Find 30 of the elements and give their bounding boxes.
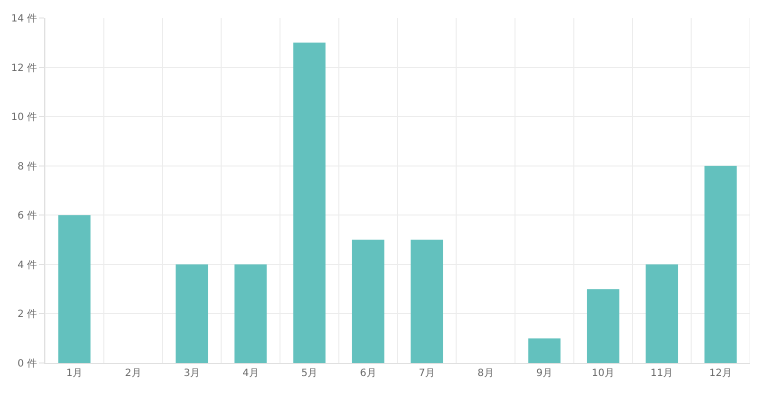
x-tick-label: 6月 (360, 368, 376, 379)
y-tick-label: 14 件 (11, 14, 37, 24)
x-tick-label: 1月 (66, 368, 83, 379)
y-tick-label: 6 件 (17, 210, 37, 222)
bar (528, 338, 561, 363)
x-tick-label: 11月 (650, 368, 674, 379)
bar (586, 289, 620, 363)
x-tick-label: 5月 (301, 368, 318, 379)
x-tick-label: 9月 (536, 368, 553, 379)
x-tick-label: 4月 (242, 368, 259, 379)
bar (293, 42, 326, 363)
y-tick-label: 4 件 (17, 260, 37, 271)
x-tick-label: 12月 (709, 368, 732, 379)
x-tick-label: 10月 (592, 368, 614, 379)
bar (352, 240, 384, 363)
bar (58, 215, 91, 363)
x-tick-label: 8月 (477, 368, 494, 379)
x-tick-label: 2月 (124, 368, 142, 379)
x-tick-label: 7月 (418, 368, 436, 379)
y-tick-label: 0 件 (17, 358, 37, 370)
bar (646, 264, 678, 363)
bar (704, 166, 737, 363)
bar (176, 264, 208, 363)
y-tick-label: 10 件 (11, 112, 37, 124)
y-tick-label: 2 件 (17, 309, 37, 320)
x-tick-label: 3月 (184, 368, 200, 379)
bar (234, 264, 267, 363)
bar (410, 240, 444, 363)
y-tick-label: 12 件 (11, 62, 37, 74)
y-tick-label: 8 件 (17, 161, 37, 172)
